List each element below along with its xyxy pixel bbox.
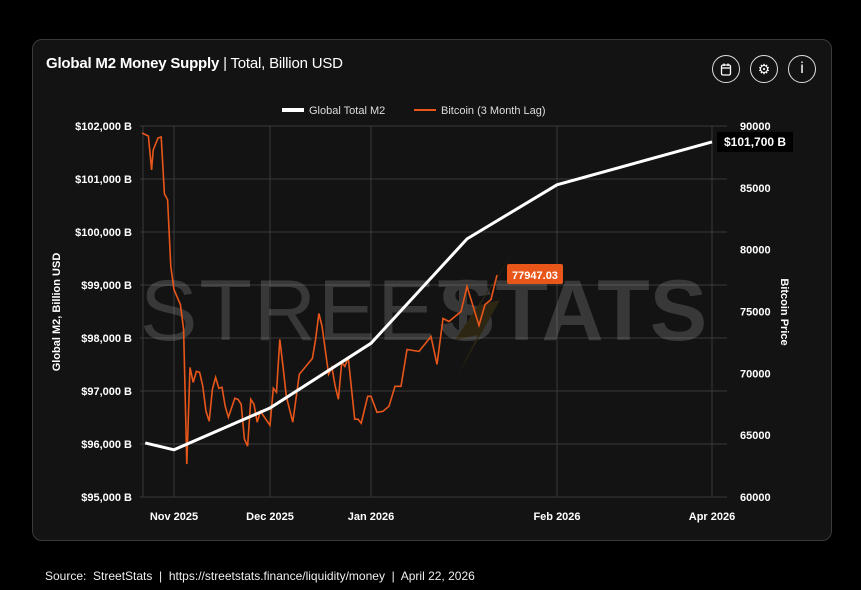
- calendar-icon: [720, 63, 732, 76]
- chart-title: Global M2 Money Supply | Total, Billion …: [46, 55, 343, 72]
- gear-icon: ⚙: [757, 60, 771, 77]
- info-button[interactable]: i: [788, 55, 816, 83]
- title-bold: Global M2 Money Supply: [46, 55, 220, 72]
- settings-button[interactable]: ⚙: [750, 55, 778, 83]
- source-footer: Source: StreetStats | https://streetstat…: [45, 569, 475, 583]
- info-icon: i: [800, 60, 804, 77]
- chart-card: Global M2 Money Supply | Total, Billion …: [32, 39, 832, 541]
- title-rest: | Total, Billion USD: [219, 55, 343, 72]
- calendar-button[interactable]: [712, 55, 740, 83]
